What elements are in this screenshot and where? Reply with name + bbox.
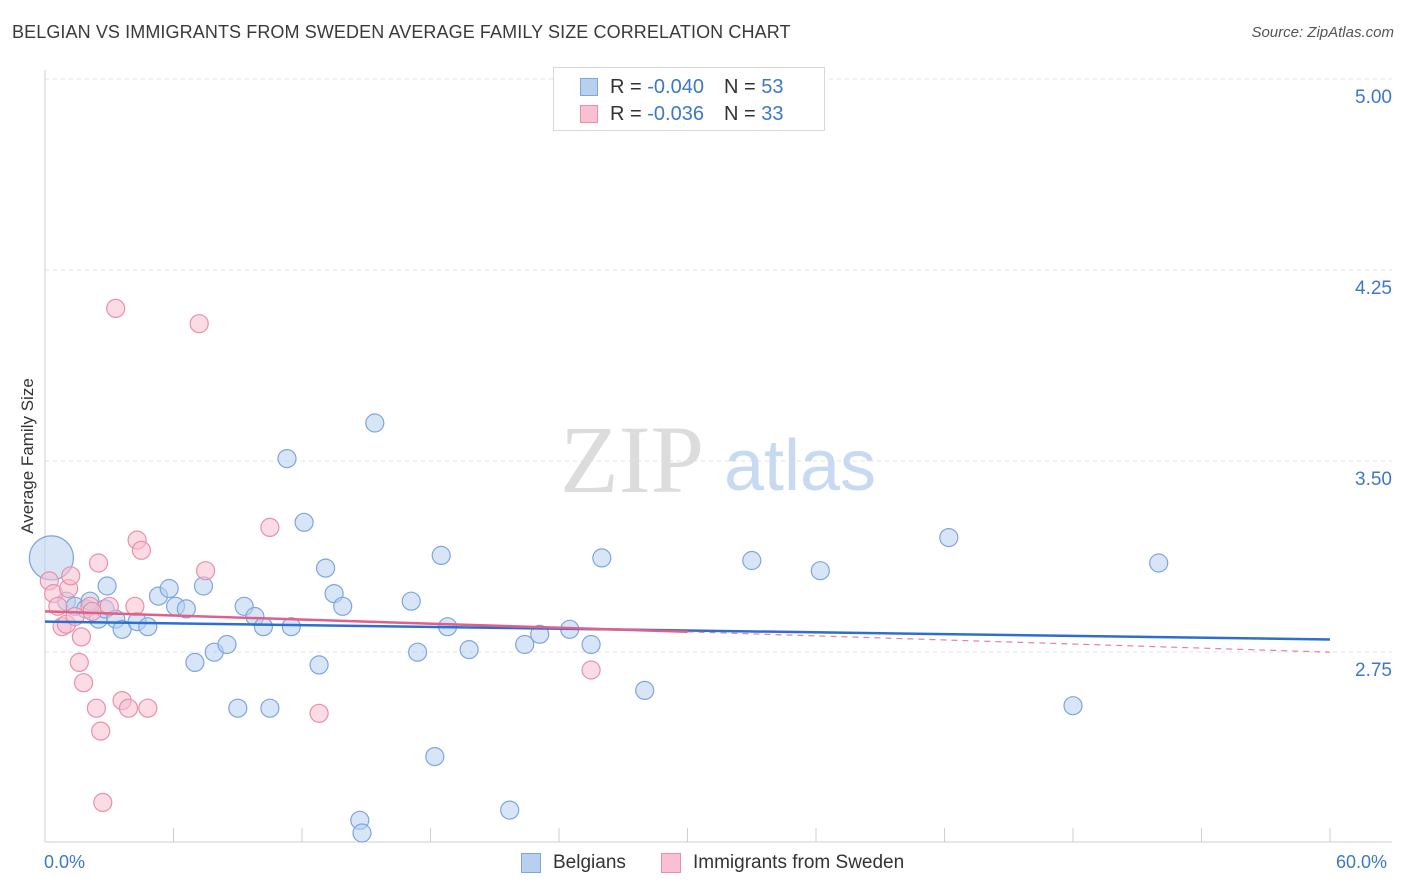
point-belgians [1063,696,1083,716]
point-sweden [61,566,81,586]
legend-r-value: -0.036 [647,102,704,125]
trendline-sweden [44,610,688,634]
point-belgians [159,578,179,599]
point-sweden [260,517,280,538]
point-belgians [635,680,655,701]
point-belgians [1149,553,1169,573]
y-tick-label: 2.75 [1355,660,1392,681]
point-belgians [138,617,158,637]
point-belgians [277,449,297,469]
trendline-sweden-extension [687,631,1331,653]
watermark-atlas: atlas [724,426,876,506]
point-sweden [196,561,216,581]
point-belgians [294,512,314,532]
point-belgians [365,413,385,433]
chart-title: BELGIAN VS IMMIGRANTS FROM SWEDEN AVERAG… [12,22,791,42]
legend-label-sweden: Immigrants from Sweden [693,852,905,873]
legend-swatch-sweden [580,105,598,123]
point-belgians [530,624,550,644]
legend-n-value: 53 [761,75,784,98]
legend-row-sweden: R = -0.036 N = 33 [580,102,783,126]
point-sweden [73,673,94,693]
source-label: Source: ZipAtlas.com [1251,24,1394,41]
point-belgians [316,558,336,578]
axes [44,70,1392,843]
point-belgians [810,561,830,581]
series-legend: Belgians Immigrants from Sweden [0,852,1406,878]
point-belgians [281,617,301,637]
series-sweden [39,298,601,813]
point-belgians [352,823,372,843]
point-sweden [131,540,151,560]
trendline-belgians [44,620,1331,641]
point-belgians [515,634,535,655]
point-belgians [500,800,520,820]
point-belgians [431,545,451,566]
point-sweden [71,627,92,647]
point-sweden [86,698,107,718]
legend-row-belgians: R = -0.040 N = 53 [580,75,783,99]
point-sweden [82,601,102,622]
point-sweden [125,596,145,616]
legend-r-value: -0.040 [647,75,704,98]
correlation-legend: R = -0.040 N = 53 R = -0.036 N = 33 [553,67,825,131]
legend-r-label: R = [610,102,642,125]
y-tick-label: 5.00 [1355,87,1392,108]
legend-r-label: R = [610,75,642,98]
point-belgians [742,550,762,571]
point-belgians [408,642,428,662]
watermark-zip: ZIP [560,406,704,513]
legend-item-belgians[interactable]: Belgians [521,852,626,874]
point-sweden [93,792,113,813]
point-belgians [185,652,205,673]
legend-swatch-belgians [521,853,541,873]
point-sweden [91,721,111,741]
point-belgians [176,599,196,619]
point-sweden [118,698,139,718]
point-belgians [939,527,959,548]
gridlines [45,78,1392,653]
point-sweden [69,652,89,673]
point-belgians [217,634,237,655]
point-sweden [99,596,119,616]
y-tick-label: 3.50 [1355,469,1392,490]
y-tick-label: 4.25 [1355,278,1392,299]
point-belgians [401,591,421,611]
point-sweden [189,314,209,334]
legend-swatch-belgians [580,78,598,96]
point-belgians [228,698,248,718]
point-belgians [309,655,329,675]
point-belgians [260,698,280,718]
point-sweden [106,298,126,318]
y-tick-labels: 5.00 4.25 3.50 2.75 [1355,87,1392,681]
point-sweden [138,698,158,718]
series-layer [28,298,1169,843]
trend-layer [44,610,1331,653]
point-sweden [309,703,329,723]
legend-item-sweden[interactable]: Immigrants from Sweden [661,852,904,874]
point-belgians [333,596,353,616]
point-belgians [253,617,273,637]
legend-n-value: 33 [761,102,784,125]
point-belgians [425,746,445,767]
watermark: ZIP atlas [560,406,876,513]
legend-n-label: N = [723,75,756,98]
point-sweden [88,553,109,573]
point-sweden [581,660,601,680]
point-belgians [592,548,612,568]
x-tick-label-min: 0.0% [44,852,86,872]
point-belgians [581,634,601,655]
x-tick-label-max: 60.0% [1336,852,1388,872]
legend-swatch-sweden [661,853,681,873]
point-belgians [97,576,117,596]
point-belgians [459,639,479,660]
legend-n-label: N = [723,102,756,125]
point-belgians [112,619,132,639]
legend-label-belgians: Belgians [553,852,626,873]
